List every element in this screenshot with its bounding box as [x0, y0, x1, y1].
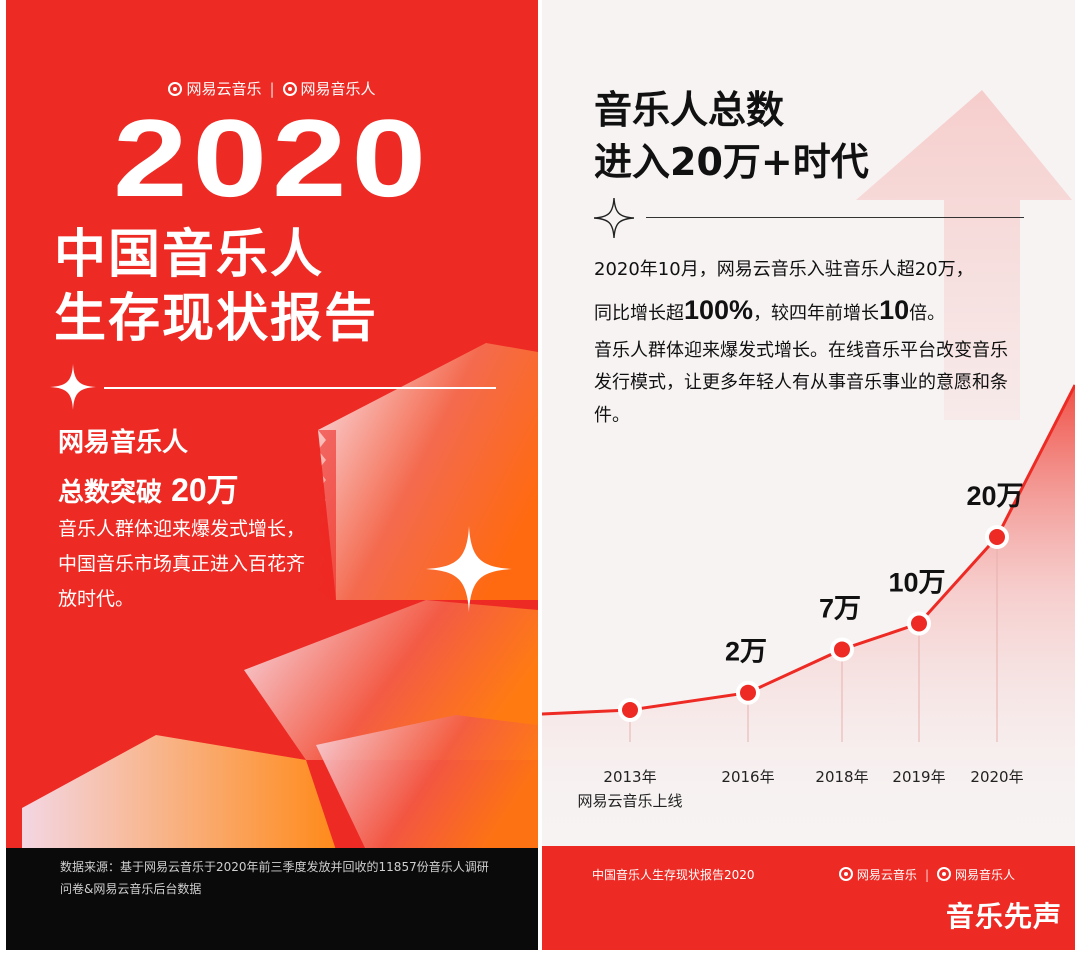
heading-line1: 音乐人总数 [594, 88, 785, 132]
brand-separator: | [269, 80, 275, 98]
sparkle-icon [594, 198, 634, 238]
data-point [618, 698, 642, 722]
watermark: 音乐先声 [945, 900, 1062, 933]
shape-lower [316, 715, 538, 850]
right-footer: 中国音乐人生存现状报告2020 网易云音乐 | 网易音乐人 [542, 846, 1075, 950]
report-title-line2: 生存现状报告 [54, 289, 379, 349]
brand-musician: 网易音乐人 [300, 80, 376, 98]
musician-logo-icon [282, 82, 297, 96]
description: 音乐人群体迎来爆发式增长，中国音乐市场真正进入百花齐放时代。 [58, 518, 306, 611]
highlight-value: 20万 [171, 472, 239, 508]
right-poster: 2013年网易云音乐上线 2万 2016年 7万 2018年 10万 2019年 20万 202… [542, 0, 1075, 950]
footer-brand: 网易云音乐 | 网易音乐人 [838, 866, 1015, 883]
divider [104, 387, 496, 389]
large-sparkle-icon [426, 526, 512, 612]
sparkle-icon [50, 364, 96, 410]
footer-brand-musician: 网易音乐人 [954, 868, 1015, 882]
para-line2: 同比增长超100%，较四年前增长10倍。 [594, 286, 1034, 335]
x-tick-label: 2019年 [892, 768, 945, 786]
x-tick-label: 2018年 [815, 768, 868, 786]
data-point [830, 637, 854, 662]
data-point [736, 680, 760, 705]
brand-netease: 网易云音乐 [186, 80, 262, 98]
geometric-background [22, 343, 538, 850]
para-text: ，较四年前增长 [753, 303, 880, 325]
heading-line2: 进入20万+时代 [594, 140, 869, 184]
musician-logo-icon [936, 867, 951, 881]
zigzag-edge [318, 430, 336, 600]
data-source-footer: 数据来源：基于网易云音乐于2020年前三季度发放并回收的11857份音乐人调研问… [6, 848, 538, 950]
highlight-prefix: 总数突破 [58, 478, 163, 508]
chart-area-fill [542, 385, 1075, 846]
para-line1: 2020年10月，网易云音乐入驻音乐人超20万， [594, 259, 974, 280]
netease-logo-icon [838, 867, 853, 881]
highlight-line2: 总数突破 20万 [58, 466, 239, 514]
brand-bar: 网易云音乐 | 网易音乐人 [6, 78, 538, 99]
footer-report-title: 中国音乐人生存现状报告2020 [592, 868, 755, 882]
shape-bottom-left [22, 735, 336, 850]
background-arrow-icon [856, 90, 1072, 420]
footer-brand-netease: 网易云音乐 [856, 868, 917, 882]
report-title-line1: 中国音乐人 [54, 225, 325, 285]
x-tick-label: 2016年 [721, 768, 774, 786]
netease-logo-icon [168, 82, 183, 96]
data-point [907, 611, 931, 636]
growth-percent: 100% [684, 295, 754, 326]
data-label: 20万 [966, 481, 1023, 511]
para-text: 同比增长超 [594, 303, 684, 325]
x-tick-label: 2020年 [970, 768, 1023, 786]
data-label: 10万 [888, 568, 945, 598]
data-point [985, 525, 1009, 549]
para-text: 倍。 [909, 303, 946, 325]
data-label: 2万 [725, 637, 767, 667]
data-label: 7万 [819, 593, 861, 623]
footer-separator: | [924, 868, 929, 882]
divider [646, 217, 1024, 218]
para-rest: 音乐人群体迎来爆发式增长。在线音乐平台改变音乐发行模式，让更多年轻人有从事音乐事… [594, 339, 1008, 426]
shape-top [318, 343, 538, 600]
year-title: 2020 [112, 97, 432, 220]
body-paragraph: 2020年10月，网易云音乐入驻音乐人超20万， 同比增长超100%，较四年前增… [594, 254, 1034, 432]
growth-multiple: 10 [879, 295, 910, 326]
highlight-line1: 网易音乐人 [58, 428, 189, 458]
x-tick-sublabel: 网易云音乐上线 [577, 792, 682, 810]
left-poster: 网易云音乐 | 网易音乐人 2020 中国音乐人 生存现状报告 网易音乐人 总数突破… [6, 0, 538, 950]
x-tick-label: 2013年 [603, 768, 656, 786]
